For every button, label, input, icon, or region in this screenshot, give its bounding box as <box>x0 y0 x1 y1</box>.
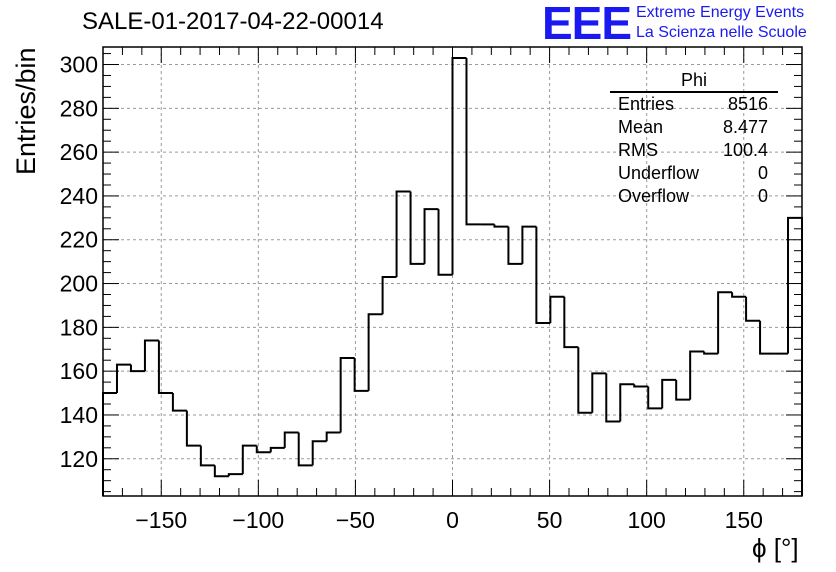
histogram-bin <box>689 350 705 400</box>
y-tick-label: 220 <box>60 227 98 253</box>
histogram-bin <box>661 378 677 409</box>
stats-box: Phi Entries 8516 Mean 8.477 RMS 100.4 Un… <box>610 70 778 208</box>
histogram-bin <box>745 296 761 322</box>
y-tick-label: 180 <box>60 314 98 340</box>
stats-value: 0 <box>757 186 768 206</box>
histogram-bin <box>171 393 187 412</box>
stats-label: Entries <box>618 94 675 114</box>
x-tick-label: 50 <box>537 507 563 533</box>
y-tick-label: 260 <box>60 139 98 165</box>
stats-value: 100.4 <box>722 140 768 160</box>
x-tick-label: 150 <box>725 507 763 533</box>
histogram-bin <box>213 465 229 478</box>
histogram-bin <box>185 410 201 447</box>
y-axis-label: Entries/bin <box>11 47 41 175</box>
histogram-bin <box>591 372 607 413</box>
histogram-bin <box>339 357 355 433</box>
x-tick-label: 0 <box>446 507 459 533</box>
histogram-bin <box>129 364 145 373</box>
brand-line-2: La Scienza nelle Scuole <box>636 24 807 41</box>
histogram-bin <box>605 373 621 423</box>
histogram-bin <box>325 431 341 442</box>
histogram-bin <box>437 209 453 276</box>
histogram-bin <box>381 275 397 315</box>
stats-label: Overflow <box>618 186 690 206</box>
x-tick-label: −150 <box>135 507 187 533</box>
histogram-bin <box>353 358 369 392</box>
histogram-bin <box>367 313 383 391</box>
brand-text: Extreme Energy Events La Scienza nelle S… <box>636 3 807 43</box>
y-tick-label: 240 <box>60 183 98 209</box>
x-axis-label: ϕ [°] <box>752 533 799 563</box>
histogram-bin <box>451 56 467 275</box>
histogram-bin <box>549 295 565 323</box>
x-tick-label: −100 <box>232 507 284 533</box>
histogram-bin <box>521 225 537 264</box>
histogram-bin <box>493 224 509 228</box>
stats-row-underflow: Underflow 0 <box>610 162 778 185</box>
x-tick-label: −50 <box>336 507 375 533</box>
stats-value: 8.477 <box>722 117 768 137</box>
histogram-bin <box>465 57 481 226</box>
y-tick-label: 280 <box>60 95 98 121</box>
stats-label: Mean <box>618 117 664 137</box>
y-tick-label: 140 <box>60 402 98 428</box>
histogram-bin <box>115 363 131 394</box>
histogram-bin <box>157 340 173 395</box>
histogram-bin <box>143 339 159 372</box>
stats-name: Phi <box>610 70 778 93</box>
histogram-bin <box>269 446 285 453</box>
eee-logo: EEE <box>542 0 632 49</box>
histogram-bin <box>703 351 719 355</box>
y-tick-label: 120 <box>60 446 98 472</box>
histogram-bin <box>255 445 271 454</box>
histogram-bin <box>787 216 803 496</box>
y-tick-label: 160 <box>60 358 98 384</box>
histogram-bin <box>633 384 649 388</box>
brand-line-1: Extreme Energy Events <box>636 4 805 21</box>
histogram-bin <box>563 296 579 349</box>
histogram-bin <box>227 473 243 477</box>
y-tick-label: 300 <box>60 52 98 78</box>
histogram-bin <box>241 444 257 475</box>
histogram-bin <box>409 191 425 265</box>
histogram-bin <box>619 383 635 422</box>
histogram-bin <box>311 440 327 466</box>
stats-row-rms: RMS 100.4 <box>610 139 778 162</box>
stats-row-mean: Mean 8.477 <box>610 116 778 139</box>
histogram-bin <box>507 226 523 265</box>
stats-value: 0 <box>757 163 768 183</box>
chart-title: SALE-01-2017-04-22-00014 <box>82 8 384 35</box>
stats-label: Underflow <box>618 163 700 183</box>
histogram-bin <box>297 432 313 467</box>
histogram-bin <box>759 320 775 355</box>
histogram-bin <box>647 386 663 410</box>
histogram-bin <box>283 431 299 448</box>
histogram-bin <box>395 190 411 277</box>
histogram-bin <box>731 292 747 298</box>
stats-row-overflow: Overflow 0 <box>610 185 778 208</box>
histogram-bin <box>423 208 439 264</box>
stats-row-entries: Entries 8516 <box>610 93 778 116</box>
stats-label: RMS <box>618 140 658 160</box>
y-tick-label: 200 <box>60 271 98 297</box>
histogram-bin <box>675 379 691 401</box>
histogram-bin <box>199 445 215 467</box>
stats-value: 8516 <box>727 94 768 114</box>
histogram-bin <box>535 226 551 324</box>
x-tick-label: 100 <box>627 507 665 533</box>
histogram-bin <box>717 291 733 354</box>
plot-frame <box>102 46 803 497</box>
histogram-bin <box>577 347 593 414</box>
